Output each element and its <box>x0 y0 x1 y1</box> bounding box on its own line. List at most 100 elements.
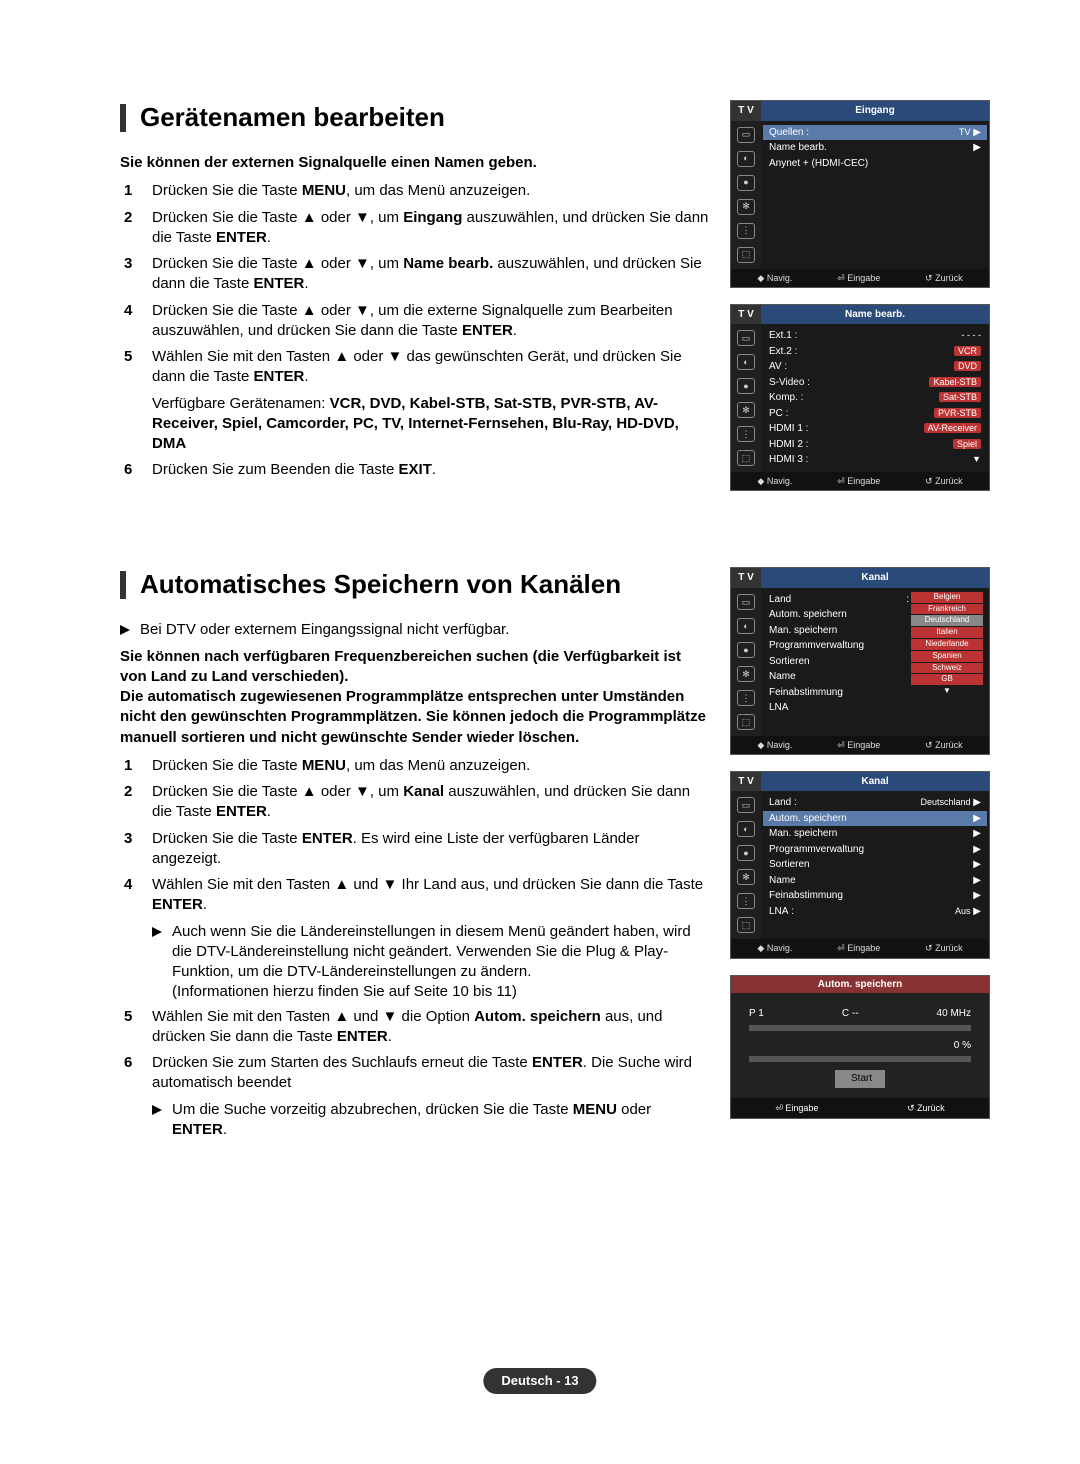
menu-item[interactable]: Ext.1 : <box>769 329 797 343</box>
sidebar-icon[interactable]: ● <box>737 642 755 658</box>
sidebar-icon[interactable]: ⋮ <box>737 223 755 239</box>
title-bar-icon <box>120 104 126 132</box>
sidebar-icon[interactable]: ◐ <box>737 821 755 837</box>
menu-item[interactable]: HDMI 2 : <box>769 438 808 452</box>
tv-menu-list: Land :Deutschland ▶Autom. speichern ▶Man… <box>761 791 989 939</box>
scan-mhz: 40 MHz <box>937 1007 971 1021</box>
menu-item[interactable]: Sortieren <box>769 858 810 872</box>
country-option[interactable]: Italien <box>911 627 983 638</box>
menu-value: PVR-STB <box>934 408 981 418</box>
menu-item[interactable]: LNA : <box>769 905 794 919</box>
step-text: Drücken Sie die Taste MENU, um das Menü … <box>152 756 710 776</box>
sidebar-icon[interactable]: ▭ <box>737 594 755 610</box>
sidebar-icon[interactable]: ✻ <box>737 402 755 418</box>
scan-pct: 0 % <box>954 1039 971 1053</box>
menu-item[interactable]: LNA <box>769 701 788 715</box>
country-option[interactable]: Belgien <box>911 592 983 603</box>
sidebar-icon[interactable]: ◐ <box>737 151 755 167</box>
menu-item[interactable]: Anynet + (HDMI-CEC) <box>769 157 868 171</box>
menu-item[interactable]: Name <box>769 874 796 888</box>
step-text: Wählen Sie mit den Tasten ▲ und ▼ die Op… <box>152 1007 710 1048</box>
chevron-right-icon: ▶ <box>973 813 981 824</box>
menu-item[interactable]: HDMI 3 : <box>769 453 808 467</box>
menu-item[interactable]: Programmverwaltung <box>769 639 864 653</box>
section2-steps: 1Drücken Sie die Taste MENU, um das Menü… <box>120 756 710 1140</box>
sidebar-icon[interactable]: ◐ <box>737 354 755 370</box>
step-number: 6 <box>124 460 152 480</box>
footer-hint: ↺ Zurück <box>907 1102 945 1114</box>
sidebar-icon[interactable]: ◐ <box>737 618 755 634</box>
step-text: Drücken Sie die Taste MENU, um das Menü … <box>152 181 710 201</box>
menu-item[interactable]: Sortieren <box>769 655 810 669</box>
menu-value: ▼ <box>972 454 981 464</box>
step-text: Drücken Sie die Taste ▲ oder ▼, um Name … <box>152 254 710 295</box>
sidebar-icon[interactable]: ⋮ <box>737 426 755 442</box>
sidebar-icon[interactable]: ⬚ <box>737 247 755 263</box>
country-option[interactable]: GB <box>911 674 983 685</box>
menu-item[interactable]: S-Video : <box>769 376 810 390</box>
sidebar-icon[interactable]: ⋮ <box>737 893 755 909</box>
country-option[interactable]: Frankreich <box>911 604 983 615</box>
tv-label: T V <box>731 568 761 588</box>
sidebar-icon[interactable]: ✻ <box>737 869 755 885</box>
menu-item[interactable]: Quellen : <box>769 126 809 140</box>
menu-item[interactable]: Ext.2 : <box>769 345 797 359</box>
menu-item[interactable]: Feinabstimmung <box>769 686 843 700</box>
sidebar-icon[interactable]: ▭ <box>737 127 755 143</box>
menu-item[interactable]: PC : <box>769 407 788 421</box>
menu-item[interactable]: Feinabstimmung <box>769 889 843 903</box>
menu-item[interactable]: Land <box>769 593 791 607</box>
tv-footer: ◆ Navig.⏎ Eingabe↺ Zurück <box>731 736 989 754</box>
country-option[interactable]: Niederlande <box>911 639 983 650</box>
tv-label: T V <box>731 305 761 325</box>
footer-hint: ↺ Zurück <box>925 739 963 751</box>
tv-header: Kanal <box>761 568 989 588</box>
tv-sidebar: ▭ ◐ ● ✻ ⋮ ⬚ <box>731 121 761 269</box>
sidebar-icon[interactable]: ▭ <box>737 797 755 813</box>
sidebar-icon[interactable]: ⋮ <box>737 690 755 706</box>
step-text: Wählen Sie mit den Tasten ▲ und ▼ Ihr La… <box>152 875 710 916</box>
chevron-right-icon: ▶ <box>973 844 981 855</box>
step-number: 5 <box>124 347 152 388</box>
menu-item[interactable]: Programmverwaltung <box>769 843 864 857</box>
menu-value: Spiel <box>953 439 981 449</box>
country-option[interactable]: Schweiz <box>911 663 983 674</box>
menu-item[interactable]: HDMI 1 : <box>769 422 808 436</box>
menu-item[interactable]: Name bearb. <box>769 141 827 155</box>
tv-label: T V <box>731 101 761 121</box>
start-button[interactable]: Start <box>835 1070 885 1088</box>
tv-sidebar: ▭ ◐ ● ✻ ⋮ ⬚ <box>731 324 761 472</box>
sidebar-icon[interactable]: ▭ <box>737 330 755 346</box>
menu-item[interactable]: Autom. speichern <box>769 608 847 622</box>
menu-value: Kabel-STB <box>929 377 981 387</box>
menu-item[interactable]: Man. speichern <box>769 624 837 638</box>
footer-hint: ◆ Navig. <box>757 475 792 487</box>
chevron-right-icon: ▶ <box>973 127 981 138</box>
footer-hint: ◆ Navig. <box>757 272 792 284</box>
sidebar-icon[interactable]: ✻ <box>737 666 755 682</box>
sidebar-icon[interactable]: ● <box>737 175 755 191</box>
sidebar-icon[interactable]: ⬚ <box>737 917 755 933</box>
menu-item[interactable]: Man. speichern <box>769 827 837 841</box>
note-arrow-icon <box>120 625 130 635</box>
footer-hint: ⏎ Eingabe <box>837 272 880 284</box>
menu-item[interactable]: AV : <box>769 360 787 374</box>
menu-item[interactable]: Land : <box>769 796 797 810</box>
note-arrow-icon <box>152 1105 162 1115</box>
step-text: Verfügbare Gerätenamen: VCR, DVD, Kabel-… <box>152 394 710 455</box>
sidebar-icon[interactable]: ⬚ <box>737 450 755 466</box>
country-option[interactable]: Deutschland <box>911 615 983 626</box>
sidebar-icon[interactable]: ● <box>737 378 755 394</box>
menu-item[interactable]: Komp. : <box>769 391 803 405</box>
menu-item[interactable]: Name <box>769 670 796 684</box>
tv-header: Eingang <box>761 101 989 121</box>
step-number: 3 <box>124 829 152 870</box>
note-arrow-icon <box>152 927 162 937</box>
country-option[interactable]: Spanien <box>911 651 983 662</box>
sidebar-icon[interactable]: ✻ <box>737 199 755 215</box>
menu-item[interactable]: Autom. speichern <box>769 812 847 826</box>
sidebar-icon[interactable]: ● <box>737 845 755 861</box>
sidebar-icon[interactable]: ⬚ <box>737 714 755 730</box>
scan-header: Autom. speichern <box>731 976 989 994</box>
step-text: Drücken Sie zum Beenden die Taste EXIT. <box>152 460 710 480</box>
